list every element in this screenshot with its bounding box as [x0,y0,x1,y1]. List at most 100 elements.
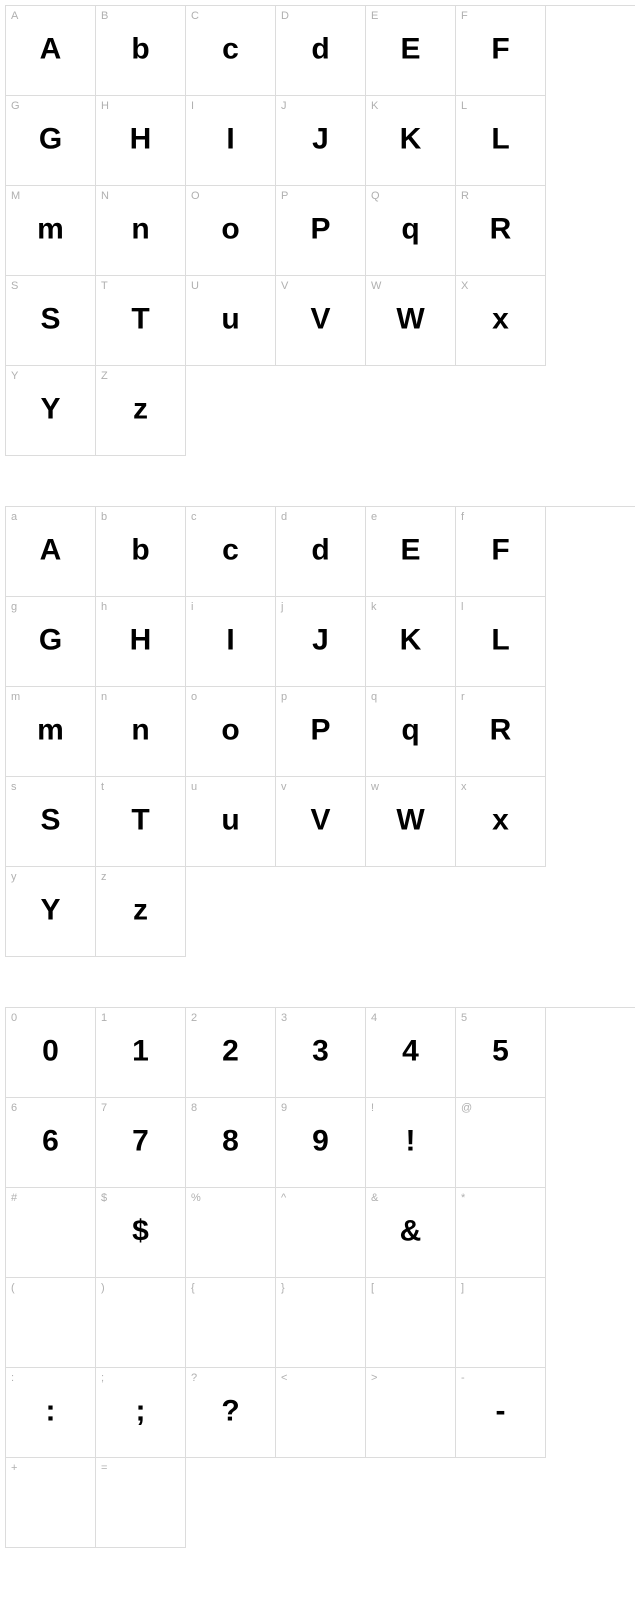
glyph-label: ! [371,1102,374,1114]
glyph-display: R [490,713,512,747]
glyph-display: $ [132,1214,149,1248]
glyph-cell: $$ [96,1188,186,1278]
glyph-cell: Bb [96,6,186,96]
glyph-cell: qq [366,687,456,777]
glyph-label: [ [371,1282,374,1294]
glyph-cell: && [366,1188,456,1278]
glyph-label: { [191,1282,195,1294]
glyph-label: ; [101,1372,104,1384]
glyph-cell: rR [456,687,546,777]
glyph-label: r [461,691,465,703]
glyph-label: R [461,190,469,202]
glyph-label: o [191,691,197,703]
glyph-cell: LL [456,96,546,186]
glyph-display: E [400,533,420,567]
glyph-label: 4 [371,1012,377,1024]
glyph-label: 1 [101,1012,107,1024]
glyph-cell: YY [6,366,96,456]
glyph-display: V [310,803,330,837]
glyph-display: 6 [42,1124,59,1158]
glyph-label: c [191,511,197,523]
glyph-label: V [281,280,288,292]
glyph-display: u [221,803,239,837]
glyph-cell: fF [456,507,546,597]
glyph-cell: + [6,1458,96,1548]
glyph-display: F [491,32,509,66]
glyph-cell: oo [186,687,276,777]
glyph-label: k [371,601,377,613]
glyph-label: P [281,190,288,202]
glyph-display: q [401,212,419,246]
glyph-display: 0 [42,1034,59,1068]
glyph-display: & [400,1214,422,1248]
glyph-label: h [101,601,107,613]
glyph-cell: 99 [276,1098,366,1188]
glyph-label: ] [461,1282,464,1294]
glyph-cell: JJ [276,96,366,186]
glyph-cell: * [456,1188,546,1278]
glyph-cell: SS [6,276,96,366]
glyph-cell: > [366,1368,456,1458]
glyph-label: H [101,100,109,112]
glyph-cell: 22 [186,1008,276,1098]
glyph-label: q [371,691,377,703]
glyph-cell: ^ [276,1188,366,1278]
glyph-label: > [371,1372,377,1384]
glyph-label: F [461,10,468,22]
glyph-display: b [131,32,149,66]
glyph-cell: Zz [96,366,186,456]
glyph-display: 1 [132,1034,149,1068]
glyph-display: b [131,533,149,567]
glyph-display: T [131,302,149,336]
glyph-cell: II [186,96,276,186]
glyph-display: I [226,623,234,657]
glyph-display: G [39,122,62,156]
glyph-label: C [191,10,199,22]
glyph-cell: -- [456,1368,546,1458]
glyph-cell: uu [186,777,276,867]
glyph-cell: KK [366,96,456,186]
glyph-cell: RR [456,186,546,276]
glyph-cell: ( [6,1278,96,1368]
glyph-label: d [281,511,287,523]
glyph-display: x [492,302,509,336]
glyph-label: % [191,1192,201,1204]
glyph-label: 7 [101,1102,107,1114]
glyph-cell: ] [456,1278,546,1368]
glyph-cell: Dd [276,6,366,96]
glyph-display: J [312,623,329,657]
glyph-cell: cc [186,507,276,597]
glyph-label: E [371,10,378,22]
glyph-label: p [281,691,287,703]
glyph-cell: % [186,1188,276,1278]
glyph-label: J [281,100,287,112]
glyph-label: # [11,1192,17,1204]
glyph-cell: 66 [6,1098,96,1188]
glyph-cell: HH [96,96,186,186]
glyph-display: I [226,122,234,156]
glyph-label: 6 [11,1102,17,1114]
glyph-label: N [101,190,109,202]
glyph-display: z [133,893,148,927]
glyph-label: X [461,280,468,292]
glyph-cell: PP [276,186,366,276]
glyph-label: D [281,10,289,22]
glyph-cell: vV [276,777,366,867]
glyph-display: W [396,803,424,837]
glyph-display: c [222,32,239,66]
glyph-cell: Cc [186,6,276,96]
glyph-display: J [312,122,329,156]
glyph-cell: GG [6,96,96,186]
glyph-cell: ;; [96,1368,186,1458]
glyph-label: K [371,100,378,112]
glyph-label: $ [101,1192,107,1204]
glyph-cell: Qq [366,186,456,276]
glyph-display: 3 [312,1034,329,1068]
glyph-label: L [461,100,467,112]
glyph-display: V [310,302,330,336]
glyph-cell: 77 [96,1098,186,1188]
glyph-label: ( [11,1282,15,1294]
glyph-display: K [400,623,422,657]
glyph-label: = [101,1462,107,1474]
glyph-display: 5 [492,1034,509,1068]
